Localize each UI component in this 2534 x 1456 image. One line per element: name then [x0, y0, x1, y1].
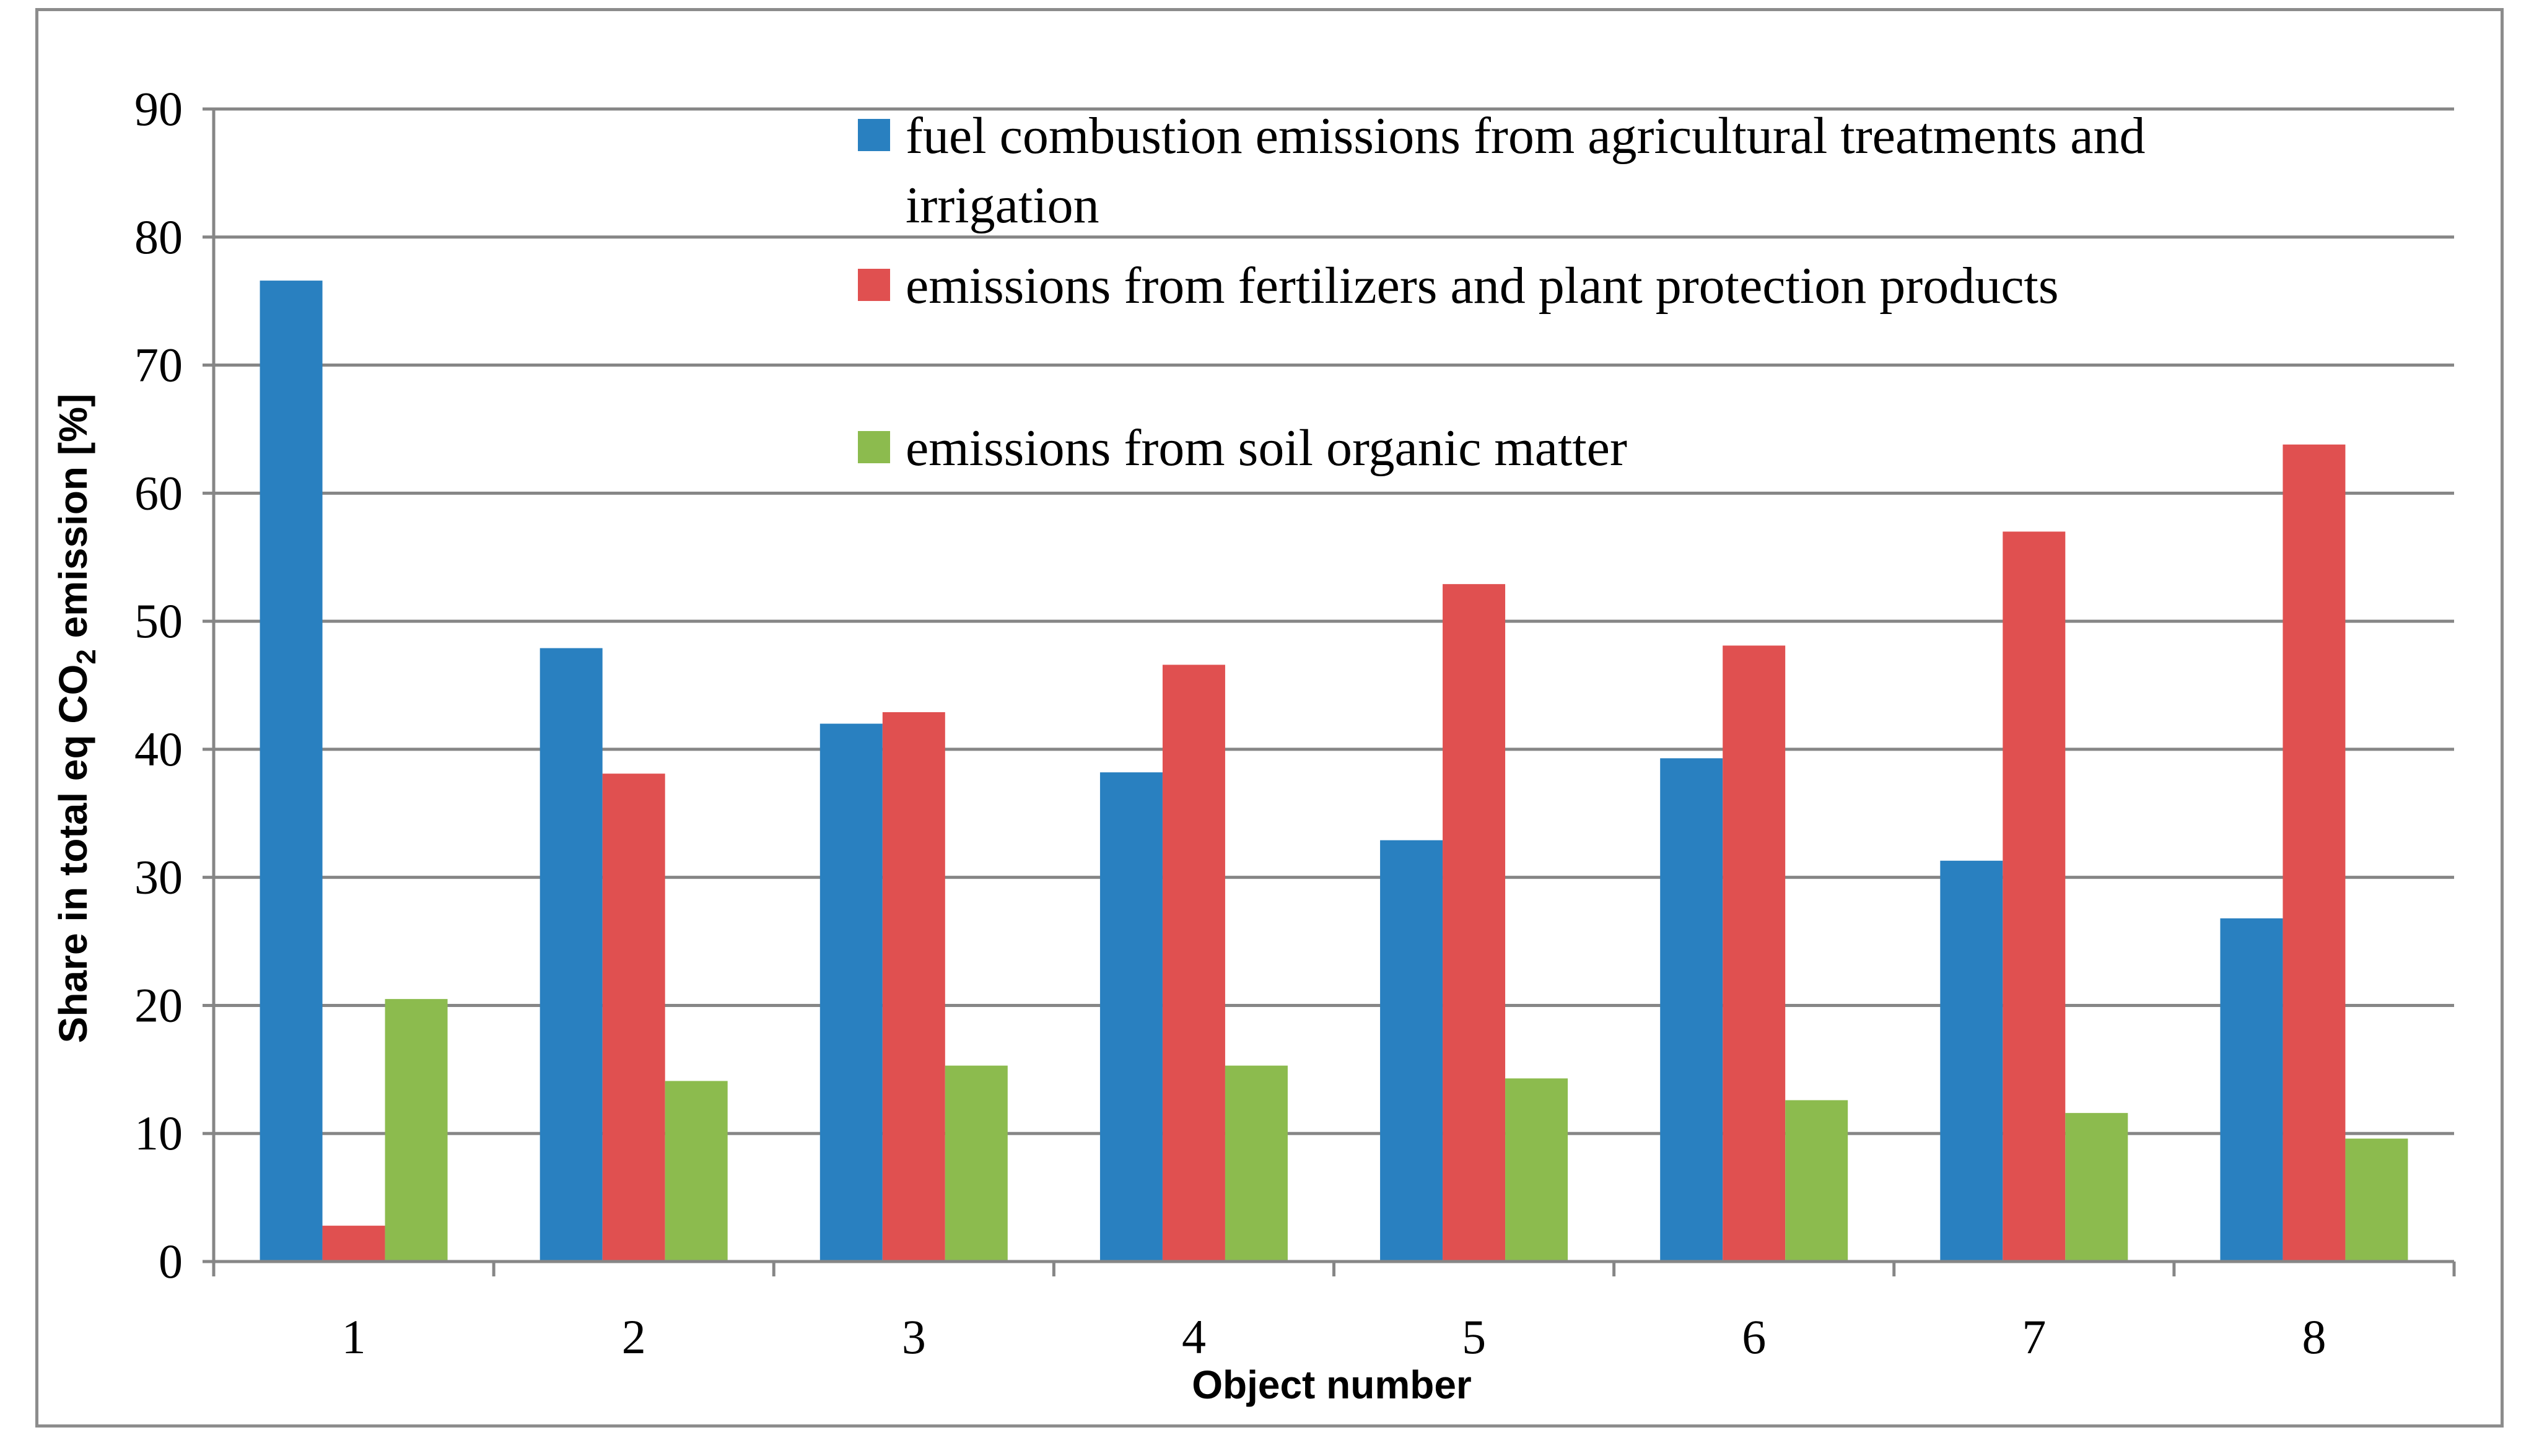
bar-2-8	[2283, 444, 2346, 1262]
x-tick-label: 5	[1462, 1310, 1486, 1364]
x-tick-label: 7	[2022, 1310, 2046, 1364]
x-tick-label: 8	[2302, 1310, 2326, 1364]
y-tick-label: 30	[134, 850, 183, 904]
y-tick-label: 70	[134, 338, 183, 392]
legend-label-1: irrigation	[906, 177, 1099, 234]
y-tick-label: 10	[134, 1106, 183, 1160]
y-tick-label: 50	[134, 594, 183, 648]
bar-1-6	[1660, 758, 1723, 1262]
bar-3-3	[945, 1065, 1008, 1262]
legend-label-2: emissions from fertilizers and plant pro…	[906, 257, 2059, 315]
y-tick-label: 80	[134, 210, 183, 264]
bar-3-1	[385, 999, 448, 1262]
bar-2-2	[602, 774, 665, 1262]
bar-3-8	[2345, 1138, 2408, 1262]
y-tick-label: 90	[134, 82, 183, 136]
legend-label-1: fuel combustion emissions from agricultu…	[906, 107, 2146, 165]
legend-swatch-2	[858, 269, 890, 301]
bar-1-5	[1380, 840, 1443, 1262]
bar-2-4	[1162, 665, 1225, 1262]
x-axis-title: Object number	[1192, 1362, 1472, 1407]
axes: 0 10 20 30 40 50 60 70 80 90 1 2 3 4 5 6 7 8	[134, 82, 2456, 1364]
legend-swatch-3	[858, 431, 890, 463]
legend: fuel combustion emissions from agricultu…	[858, 107, 2146, 477]
x-tick-label: 3	[902, 1310, 926, 1364]
bar-3-4	[1225, 1065, 1288, 1262]
bar-3-6	[1785, 1100, 1848, 1262]
bar-1-2	[540, 648, 603, 1262]
bar-1-8	[2220, 918, 2283, 1262]
x-tick-label: 1	[342, 1310, 366, 1364]
bars	[260, 281, 2408, 1262]
bar-1-7	[1940, 860, 2003, 1262]
legend-label-3: emissions from soil organic matter	[906, 419, 1627, 477]
x-tick-label: 2	[622, 1310, 646, 1364]
bar-3-5	[1505, 1078, 1568, 1262]
y-axis-title-subscript: 2	[71, 649, 102, 664]
bar-2-1	[322, 1226, 385, 1262]
bar-3-2	[665, 1081, 728, 1262]
y-axis-title-prefix: Share in total eq CO	[51, 665, 95, 1044]
bar-2-3	[882, 712, 945, 1262]
bar-3-7	[2065, 1113, 2128, 1262]
y-axis-title: Share in total eq CO2 emission [%]	[51, 394, 102, 1044]
y-tick-label: 40	[134, 722, 183, 776]
y-tick-label: 60	[134, 466, 183, 520]
bar-1-4	[1099, 772, 1163, 1262]
bar-2-7	[2003, 531, 2066, 1262]
y-tick-label: 20	[134, 978, 183, 1032]
x-tick-label: 4	[1182, 1310, 1206, 1364]
bar-1-3	[819, 723, 883, 1262]
legend-swatch-1	[858, 119, 890, 151]
x-tick-label: 6	[1742, 1310, 1766, 1364]
bar-2-5	[1443, 584, 1506, 1262]
bar-2-6	[1723, 645, 1786, 1262]
y-tick-label: 0	[159, 1234, 183, 1288]
bar-1-1	[260, 281, 323, 1262]
y-axis-title-suffix: emission [%]	[51, 394, 95, 650]
